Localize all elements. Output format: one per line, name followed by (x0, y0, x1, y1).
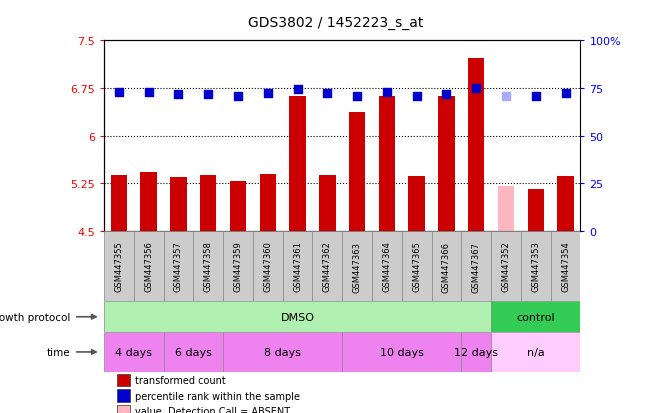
Bar (468, 59, 484, 231)
Text: control: control (517, 312, 555, 322)
Bar (164, 332, 223, 372)
Bar (140, 173, 157, 231)
Text: GSM447355: GSM447355 (114, 241, 123, 292)
Text: 6 days: 6 days (175, 347, 212, 357)
Bar (253, 231, 282, 301)
Text: GSM447364: GSM447364 (382, 241, 391, 292)
Text: percentile rank within the sample: percentile rank within the sample (135, 391, 300, 401)
Text: GSM447353: GSM447353 (531, 241, 540, 292)
Text: GSM447360: GSM447360 (263, 241, 272, 292)
Text: GSM447365: GSM447365 (412, 241, 421, 292)
Bar (402, 231, 431, 301)
Bar (558, 177, 574, 231)
Point (441, 92, 452, 98)
Text: GSM447352: GSM447352 (501, 241, 511, 292)
Bar (104, 332, 164, 372)
Bar (342, 332, 462, 372)
Bar (111, 176, 127, 231)
Bar (164, 231, 193, 301)
Bar (223, 332, 342, 372)
Bar (438, 97, 455, 231)
Bar (551, 231, 580, 301)
Text: GSM447362: GSM447362 (323, 241, 332, 292)
Point (262, 90, 273, 97)
Bar (104, 231, 134, 301)
Bar (372, 231, 402, 301)
Text: 12 days: 12 days (454, 347, 498, 357)
Point (292, 87, 303, 93)
Point (501, 94, 511, 100)
Point (144, 90, 154, 97)
Text: GSM447359: GSM447359 (234, 241, 242, 292)
Text: 4 days: 4 days (115, 347, 152, 357)
Point (382, 90, 393, 97)
Point (173, 92, 184, 98)
Bar (409, 176, 425, 231)
Text: GSM447358: GSM447358 (204, 241, 213, 292)
Bar (378, 97, 395, 231)
Bar (498, 187, 514, 231)
Bar (223, 231, 253, 301)
Text: n/a: n/a (527, 347, 545, 357)
Bar (289, 96, 306, 231)
Bar (170, 178, 187, 231)
Text: GSM447354: GSM447354 (561, 241, 570, 292)
Bar (193, 231, 223, 301)
Text: GDS3802 / 1452223_s_at: GDS3802 / 1452223_s_at (248, 16, 423, 30)
Bar (491, 332, 580, 372)
Bar (229, 182, 246, 231)
Bar (282, 231, 313, 301)
Text: GSM447356: GSM447356 (144, 241, 153, 292)
Text: time: time (47, 347, 70, 357)
Bar (461, 231, 491, 301)
Point (560, 90, 571, 97)
Text: value, Detection Call = ABSENT: value, Detection Call = ABSENT (135, 406, 290, 413)
Bar (349, 113, 365, 231)
Bar (260, 174, 276, 231)
Text: GSM447367: GSM447367 (472, 241, 480, 292)
Text: GSM447357: GSM447357 (174, 241, 183, 292)
Bar (319, 176, 336, 231)
Bar (342, 231, 372, 301)
Point (233, 94, 244, 100)
Text: DMSO: DMSO (280, 312, 315, 322)
Text: GSM447363: GSM447363 (352, 241, 362, 292)
Text: 10 days: 10 days (380, 347, 423, 357)
Point (113, 90, 124, 97)
Text: growth protocol: growth protocol (0, 312, 70, 322)
Bar (134, 231, 164, 301)
Bar (527, 190, 544, 231)
Point (530, 94, 541, 100)
Bar (313, 231, 342, 301)
Bar (521, 231, 551, 301)
Point (411, 93, 422, 100)
Bar (461, 332, 491, 372)
Point (203, 92, 213, 98)
Point (322, 90, 333, 97)
Text: GSM447366: GSM447366 (442, 241, 451, 292)
Bar (491, 231, 521, 301)
Bar (200, 176, 217, 231)
Bar (104, 301, 491, 332)
Point (471, 85, 482, 92)
Text: 8 days: 8 days (264, 347, 301, 357)
Text: transformed count: transformed count (135, 375, 225, 385)
Bar (431, 231, 461, 301)
Bar (491, 301, 580, 332)
Text: GSM447361: GSM447361 (293, 241, 302, 292)
Point (352, 94, 362, 100)
